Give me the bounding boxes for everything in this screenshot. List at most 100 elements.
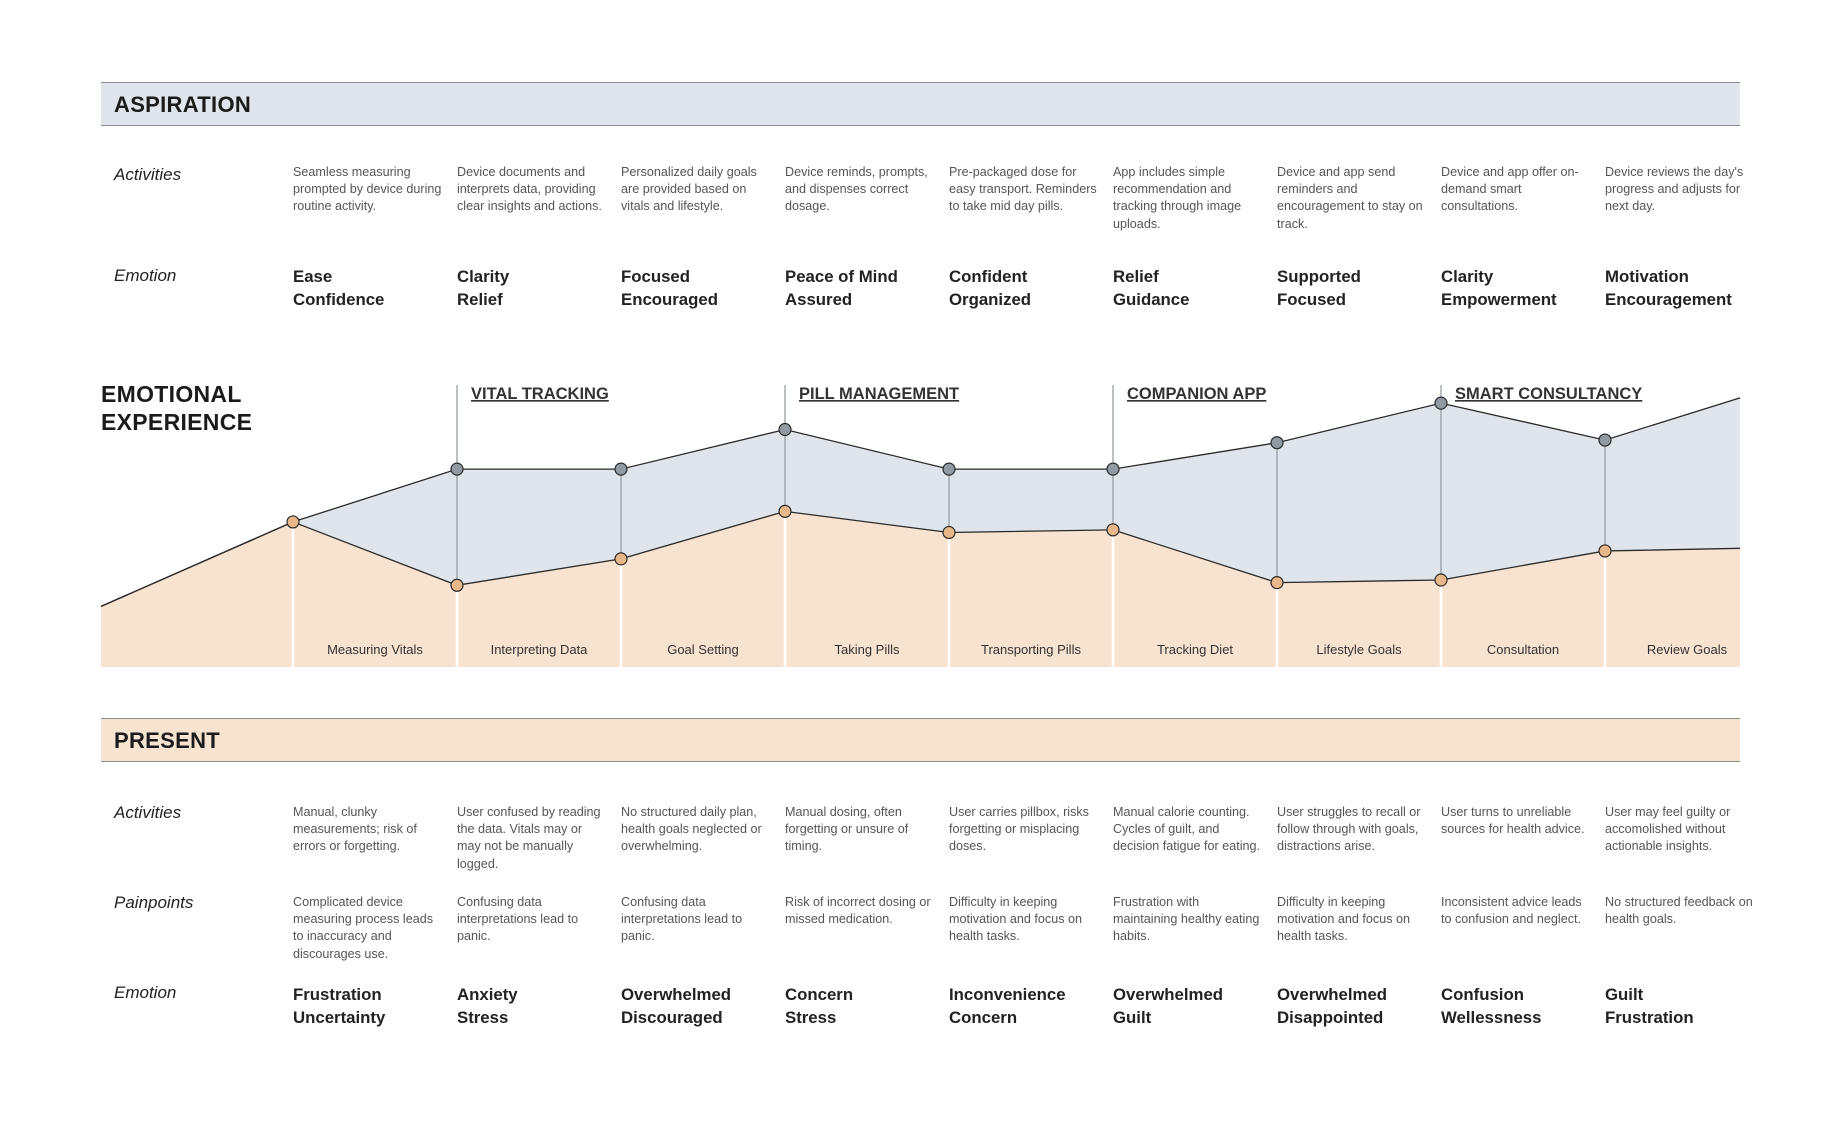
emotion-word: Uncertainty	[293, 1008, 386, 1027]
emotion-word: Organized	[949, 290, 1032, 309]
emotion-pair: Relief Guidance	[1113, 265, 1278, 311]
present-activities-label: Activities	[114, 803, 182, 822]
emotion-word: Relief	[457, 290, 503, 309]
painpoint-text: Complicated device measuring process lea…	[293, 895, 434, 961]
emotion-pair: Inconvenience Concern	[949, 983, 1114, 1029]
emotion-word: Assured	[785, 290, 853, 309]
emotion-word: Frustration	[293, 985, 382, 1004]
activity-text: Manual dosing, often forgetting or unsur…	[785, 805, 909, 854]
emotion-word: Overwhelmed	[1277, 985, 1388, 1004]
activity-text: User struggles to recall or follow throu…	[1277, 805, 1421, 854]
emotion-word: Clarity	[457, 267, 510, 286]
present-header: PRESENT	[101, 718, 1740, 762]
activity-text: User confused by reading the data. Vital…	[457, 805, 601, 871]
present-painpoints-label: Painpoints	[114, 893, 194, 912]
emotion-pair: Clarity Relief	[457, 265, 622, 311]
aspiration-activities-label: Activities	[114, 165, 182, 184]
activity-text: User carries pillbox, risks forgetting o…	[949, 805, 1089, 854]
emotion-pair: Frustration Uncertainty	[293, 983, 458, 1029]
emotion-word: Guilt	[1113, 1008, 1152, 1027]
emotion-pair: Overwhelmed Disappointed	[1277, 983, 1442, 1029]
emotion-pair: Confusion Wellessness	[1441, 983, 1606, 1029]
emotion-word: Guilt	[1605, 985, 1644, 1004]
phase-label: VITAL TRACKING	[471, 385, 609, 403]
emotion-word: Stress	[457, 1008, 509, 1027]
present-point	[778, 504, 792, 518]
aspiration-point	[942, 462, 956, 476]
emotion-word: Focused	[621, 267, 691, 286]
present-point	[1598, 544, 1612, 558]
emotion-word: Ease	[293, 267, 333, 286]
activity-text: Device and app offer on-demand smart con…	[1441, 165, 1579, 214]
present-title: PRESENT	[114, 728, 221, 753]
phase-label: SMART CONSULTANCY	[1455, 385, 1642, 403]
step-label: Interpreting Data	[491, 642, 589, 657]
emotion-word: Relief	[1113, 267, 1159, 286]
phase-label: COMPANION APP	[1127, 385, 1266, 403]
emotion-word: Stress	[785, 1008, 837, 1027]
emotion-word: Focused	[1277, 290, 1347, 309]
present-point	[1434, 573, 1448, 587]
emotion-pair: Supported Focused	[1277, 265, 1442, 311]
activity-text: No structured daily plan, health goals n…	[621, 805, 762, 854]
emotion-pair: Guilt Frustration	[1605, 983, 1770, 1029]
aspiration-point	[1270, 436, 1284, 450]
emotion-pair: Focused Encouraged	[621, 265, 786, 311]
present-point	[614, 552, 628, 566]
aspiration-point	[1106, 462, 1120, 476]
step-label: Lifestyle Goals	[1316, 642, 1402, 657]
present-point	[942, 525, 956, 540]
emotion-word: Confidence	[293, 290, 385, 309]
activity-text: Device reminds, prompts, and dispenses c…	[785, 165, 928, 214]
present-area	[101, 511, 1740, 667]
present-point	[286, 515, 300, 529]
emotion-word: Anxiety	[457, 985, 518, 1004]
activity-text: Pre-packaged dose for easy transport. Re…	[949, 165, 1097, 214]
painpoint-text: No structured feedback on health goals.	[1605, 895, 1753, 927]
painpoint-text: Risk of incorrect dosing or missed medic…	[785, 895, 931, 927]
present-point	[1106, 523, 1120, 537]
present-point	[450, 578, 464, 592]
emotion-word: Empowerment	[1441, 290, 1557, 309]
painpoint-text: Confusing data interpretations lead to p…	[457, 895, 579, 944]
present-emotion-label: Emotion	[114, 983, 177, 1002]
emotion-word: Overwhelmed	[1113, 985, 1224, 1004]
activity-text: User may feel guilty or accomolished wit…	[1605, 805, 1731, 854]
aspiration-emotion-label: Emotion	[114, 266, 177, 285]
emotion-pair: Concern Stress	[785, 983, 950, 1029]
phase-label: PILL MANAGEMENT	[799, 385, 959, 403]
emotion-journey-chart: VITAL TRACKING PILL MANAGEMENT COMPANION A…	[100, 385, 1741, 667]
emotion-word: Peace of Mind	[785, 267, 898, 286]
activity-text: Device and app send reminders and encour…	[1277, 165, 1423, 231]
step-label: Goal Setting	[667, 642, 739, 657]
emotion-word: Wellessness	[1441, 1008, 1542, 1027]
emotion-word: Concern	[949, 1008, 1018, 1027]
emotion-word: Clarity	[1441, 267, 1494, 286]
activity-text: Manual calorie counting. Cycles of guilt…	[1113, 805, 1261, 854]
emotion-pair: Overwhelmed Guilt	[1113, 983, 1278, 1029]
step-label: Review Goals	[1647, 642, 1728, 657]
emotion-word: Frustration	[1605, 1008, 1694, 1027]
present-point	[1270, 576, 1284, 590]
aspiration-point	[1598, 433, 1612, 447]
painpoint-text: Difficulty in keeping motivation and foc…	[949, 895, 1083, 944]
aspiration-header: ASPIRATION	[101, 82, 1740, 126]
aspiration-title: ASPIRATION	[114, 92, 252, 117]
emotion-pair: Anxiety Stress	[457, 983, 622, 1029]
emotion-word: Overwhelmed	[621, 985, 732, 1004]
emotional-experience-title: EMOTIONAL EXPERIENCE	[101, 381, 253, 435]
emotion-word: Disappointed	[1277, 1008, 1384, 1027]
step-label: Taking Pills	[834, 642, 900, 657]
activity-text: User turns to unreliable sources for hea…	[1441, 805, 1585, 837]
aspiration-point	[1434, 396, 1448, 410]
activity-text: Personalized daily goals are provided ba…	[621, 165, 757, 214]
emotion-pair: Motivation Encouragement	[1605, 265, 1770, 311]
step-label: Transporting Pills	[981, 642, 1081, 657]
emotion-pair: Clarity Empowerment	[1441, 265, 1606, 311]
step-label: Tracking Diet	[1157, 642, 1233, 657]
activity-text: Seamless measuring prompted by device du…	[293, 165, 442, 214]
emotion-word: Confusion	[1441, 985, 1524, 1004]
activity-text: Device documents and interprets data, pr…	[457, 165, 602, 214]
emotion-word: Confident	[949, 267, 1028, 286]
aspiration-point	[450, 462, 464, 476]
